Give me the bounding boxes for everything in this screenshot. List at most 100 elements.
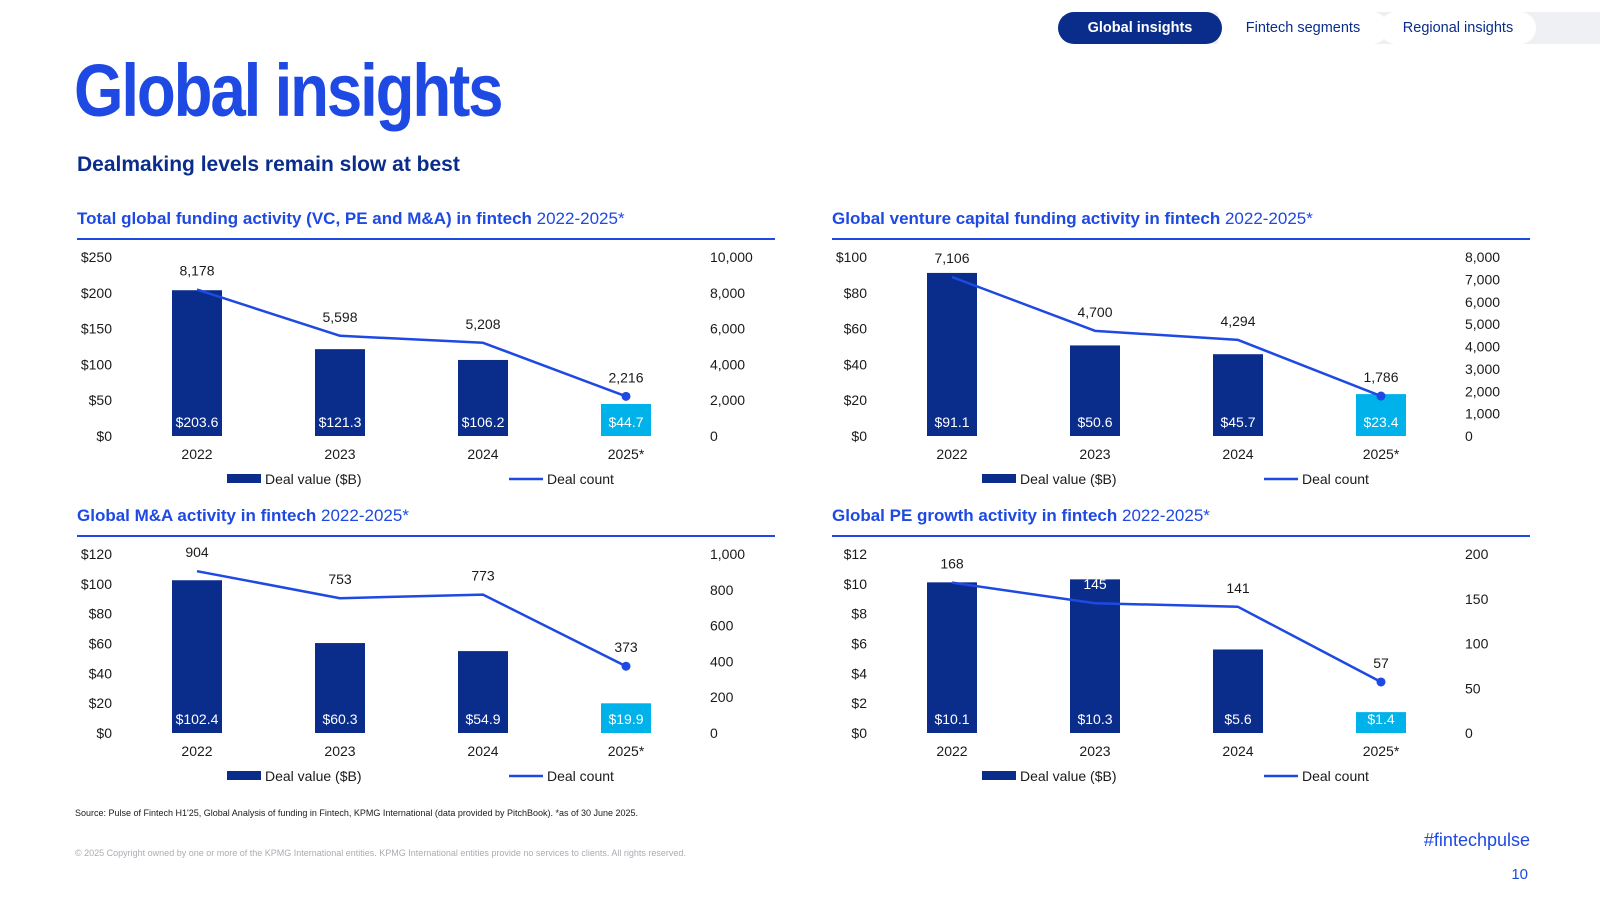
chart-title: Global M&A activity in fintech 2022-2025…	[77, 506, 409, 526]
right-axis-tick-label: 8,000	[1465, 249, 1500, 265]
bar-value-label: $106.2	[462, 414, 505, 430]
page-title: Global insights	[74, 49, 504, 132]
right-axis-tick-label: 1,000	[710, 546, 745, 562]
chart-title-rule	[77, 535, 775, 537]
left-axis-tick-label: $60	[89, 636, 113, 652]
x-axis-tick-label: 2022	[181, 743, 212, 759]
page-subtitle: Dealmaking levels remain slow at best	[77, 153, 460, 176]
bar-deal-value	[1213, 649, 1263, 733]
left-axis-tick-label: $100	[81, 576, 112, 592]
bar-value-label: $10.3	[1077, 711, 1112, 727]
x-axis-tick-label: 2024	[1222, 743, 1253, 759]
right-axis-tick-label: 0	[710, 725, 718, 741]
chart-panel-m-and-a: Global M&A activity in fintech 2022-2025…	[77, 506, 775, 796]
page-number: 10	[1511, 866, 1528, 883]
line-value-label: 141	[1226, 580, 1250, 596]
left-axis-tick-label: $80	[844, 285, 868, 301]
legend-line-label: Deal count	[1302, 471, 1369, 487]
bar-deal-value	[927, 582, 977, 733]
left-axis-tick-label: $120	[81, 546, 112, 562]
right-axis-tick-label: 0	[1465, 725, 1473, 741]
left-axis-tick-label: $0	[96, 725, 112, 741]
line-value-label: 168	[940, 556, 964, 572]
chart-title-bold: Global M&A activity in fintech	[77, 506, 317, 525]
right-axis-tick-label: 7,000	[1465, 271, 1500, 287]
left-axis-tick-label: $0	[96, 428, 112, 444]
line-end-marker	[1376, 391, 1386, 401]
left-axis-tick-label: $12	[844, 546, 868, 562]
tab-regional-insights[interactable]: Regional insights	[1380, 12, 1536, 44]
chart-title: Total global funding activity (VC, PE an…	[77, 209, 625, 229]
legend-bar-swatch	[227, 771, 261, 780]
chart-title-years: 2022-2025*	[316, 506, 409, 525]
right-axis-tick-label: 100	[1465, 636, 1489, 652]
line-deal-count	[951, 581, 1382, 684]
bar-deal-value	[315, 349, 365, 436]
left-axis-tick-label: $2	[851, 695, 867, 711]
left-axis-tick-label: $0	[851, 725, 867, 741]
legend-bar-label: Deal value ($B)	[1020, 471, 1117, 487]
right-axis-tick-label: 2,000	[1465, 383, 1500, 399]
line-deal-count	[196, 569, 627, 668]
line-value-label: 145	[1083, 576, 1107, 592]
right-axis-tick-label: 600	[710, 618, 734, 634]
left-axis-tick-label: $0	[851, 428, 867, 444]
source-note: Source: Pulse of Fintech H1'25, Global A…	[75, 808, 639, 818]
bar-value-label: $60.3	[322, 711, 357, 727]
bar-deal-value	[172, 580, 222, 733]
right-axis-tick-label: 8,000	[710, 285, 745, 301]
right-axis-tick-label: 1,000	[1465, 406, 1500, 422]
left-axis-tick-label: $100	[81, 356, 112, 372]
bar-value-label: $23.4	[1363, 414, 1398, 430]
x-axis-tick-label: 2024	[467, 446, 498, 462]
chart-panel-pe-growth: Global PE growth activity in fintech 202…	[832, 506, 1530, 796]
right-axis-tick-label: 5,000	[1465, 316, 1500, 332]
right-axis-tick-label: 2,000	[710, 392, 745, 408]
copyright-note: © 2025 Copyright owned by one or more of…	[75, 848, 686, 858]
x-axis-tick-label: 2023	[324, 743, 355, 759]
chart-pe-growth: $0 $2 $4 $6 $8 $10 $12 0 50 100 150 200 2022 2023 2024…	[844, 546, 1489, 784]
right-axis-tick-label: 200	[710, 689, 734, 705]
x-axis-tick-label: 2025*	[1363, 446, 1400, 462]
bar-deal-value	[458, 651, 508, 733]
bar-value-label: $102.4	[176, 711, 219, 727]
x-axis-tick-label: 2024	[1222, 446, 1253, 462]
x-axis-tick-label: 2023	[324, 446, 355, 462]
bar-deal-value	[315, 643, 365, 733]
right-axis-tick-label: 4,000	[710, 356, 745, 372]
tab-global-insights[interactable]: Global insights	[1058, 12, 1222, 44]
right-axis-tick-label: 6,000	[710, 321, 745, 337]
x-axis-tick-label: 2025*	[608, 743, 645, 759]
line-value-label: 4,294	[1220, 313, 1255, 329]
x-axis-tick-label: 2022	[936, 446, 967, 462]
bar-value-label: $54.9	[465, 711, 500, 727]
right-axis-tick-label: 6,000	[1465, 294, 1500, 310]
left-axis-tick-label: $100	[836, 249, 867, 265]
line-value-label: 373	[614, 639, 638, 655]
bar-deal-value	[1213, 354, 1263, 436]
bar-value-label: $45.7	[1220, 414, 1255, 430]
x-axis-tick-label: 2023	[1079, 446, 1110, 462]
legend-bar-label: Deal value ($B)	[1020, 768, 1117, 784]
bar-value-label: $10.1	[934, 711, 969, 727]
left-axis-tick-label: $8	[851, 606, 867, 622]
x-axis-tick-label: 2022	[936, 743, 967, 759]
chart-title-bold: Total global funding activity (VC, PE an…	[77, 209, 532, 228]
legend-bar-swatch	[982, 474, 1016, 483]
bar-deal-value	[458, 359, 508, 436]
left-axis-tick-label: $40	[844, 356, 868, 372]
bar-value-label: $203.6	[176, 414, 219, 430]
hashtag-link[interactable]: #fintechpulse	[1423, 830, 1530, 850]
chart-total-funding: $0 $50 $100 $150 $200 $250 0 2,000 4,000 6,000 8,0…	[81, 249, 753, 487]
chart-title-years: 2022-2025*	[1220, 209, 1313, 228]
right-axis-tick-label: 10,000	[710, 249, 753, 265]
tab-fintech-segments[interactable]: Fintech segments	[1218, 12, 1388, 44]
chart-title-bold: Global venture capital funding activity …	[832, 209, 1221, 228]
line-value-label: 753	[328, 571, 352, 587]
bar-deal-value	[1070, 345, 1120, 436]
line-value-label: 8,178	[179, 263, 214, 279]
legend-bar-swatch	[982, 771, 1016, 780]
x-axis-tick-label: 2023	[1079, 743, 1110, 759]
line-value-label: 1,786	[1363, 369, 1398, 385]
left-axis-tick-label: $4	[851, 665, 867, 681]
